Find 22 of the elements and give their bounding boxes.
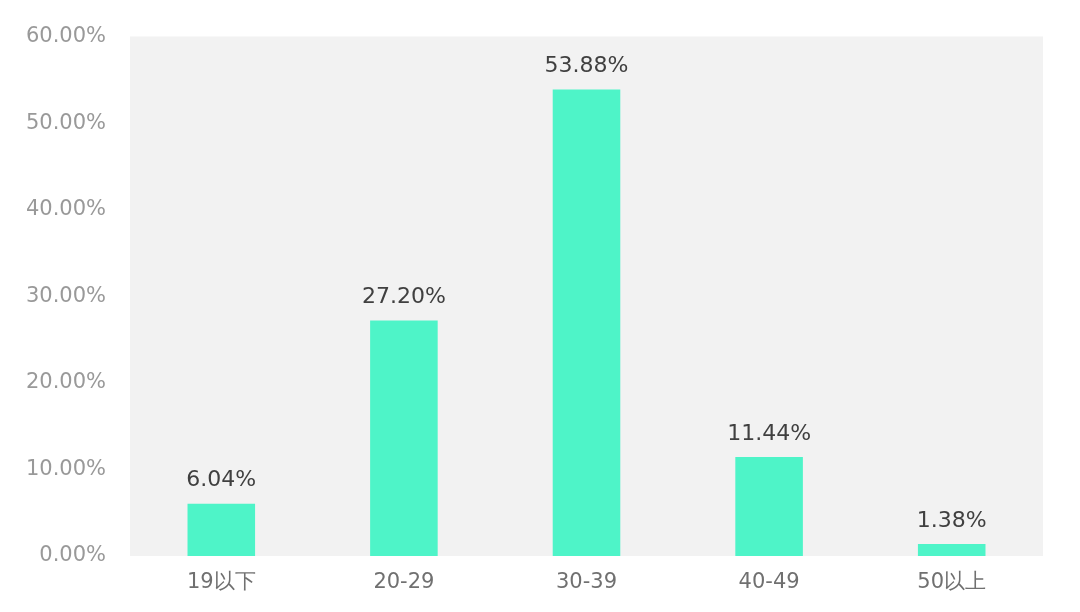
x-tick-label: 20-29 <box>373 569 435 594</box>
bar <box>187 503 256 556</box>
bar <box>370 320 438 556</box>
y-tick-label: 60.00% <box>25 23 106 48</box>
data-label: 27.20% <box>361 283 446 309</box>
y-tick-label: 0.00% <box>39 542 106 567</box>
bar <box>552 89 621 556</box>
y-tick-label: 30.00% <box>25 282 106 307</box>
y-tick-label: 40.00% <box>25 196 106 221</box>
y-tick-label: 50.00% <box>25 109 106 134</box>
x-tick-label: 19以下 <box>186 569 256 594</box>
data-label: 53.88% <box>544 52 629 78</box>
x-tick-label: 30-39 <box>555 569 618 594</box>
data-label: 6.04% <box>186 466 257 492</box>
x-tick-label: 50以上 <box>917 569 987 594</box>
bar <box>917 544 986 556</box>
y-tick-label: 10.00% <box>25 455 106 480</box>
data-label: 1.38% <box>916 506 987 532</box>
bar <box>735 456 803 556</box>
y-tick-label: 20.00% <box>25 369 106 394</box>
x-tick-label: 40-49 <box>738 569 800 594</box>
data-label: 11.44% <box>727 419 812 445</box>
